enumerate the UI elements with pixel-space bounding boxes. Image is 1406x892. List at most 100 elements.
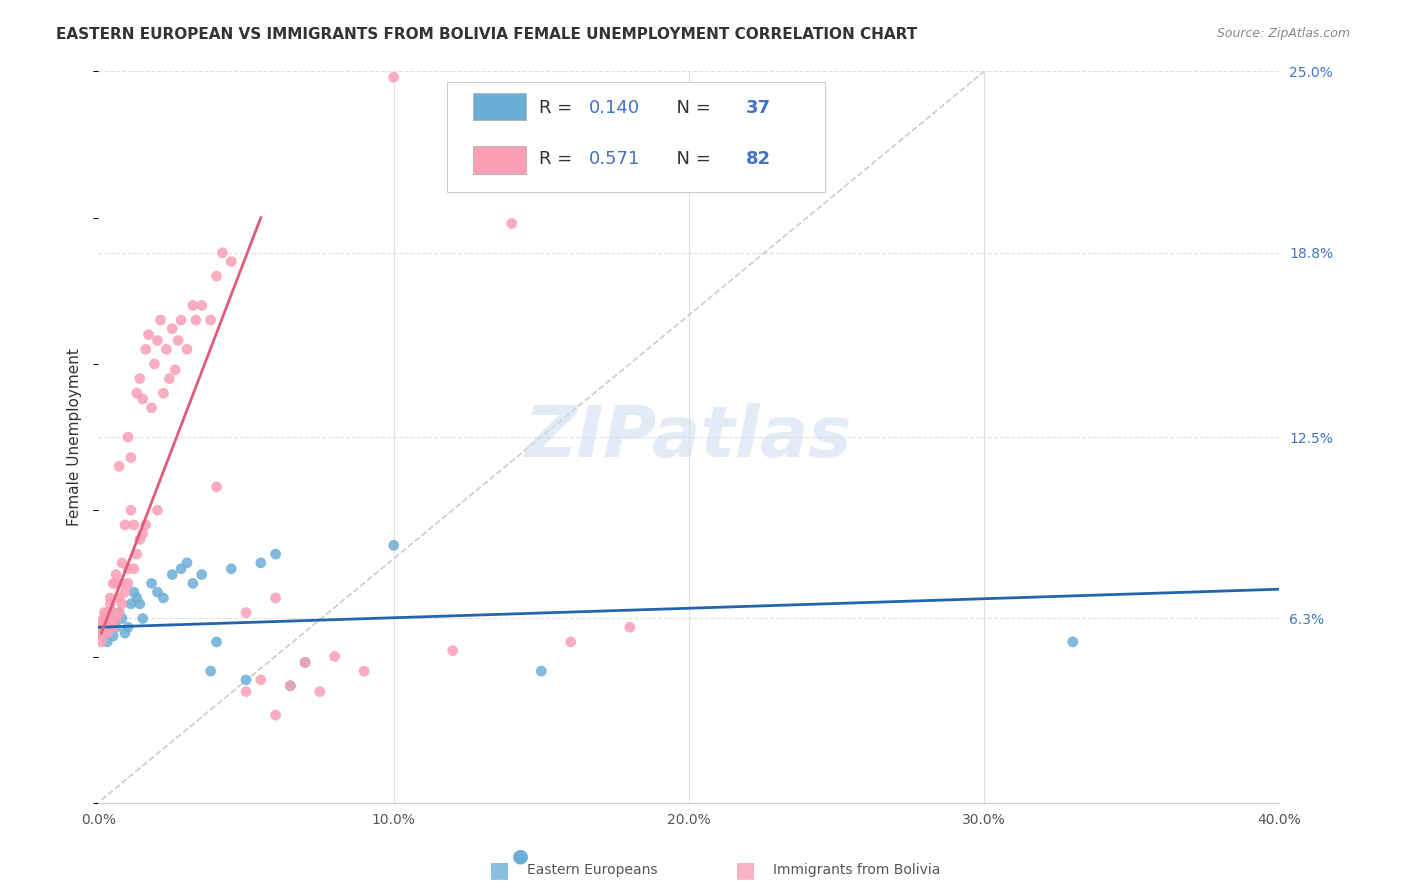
Point (103, 611, 125, 625)
Point (128, 371, 150, 385)
Point (200, 313, 222, 327)
Point (138, 327, 160, 342)
Point (146, 334, 169, 348)
Point (176, 556, 198, 570)
Point (125, 547, 148, 561)
Point (191, 298, 214, 312)
Point (111, 576, 134, 591)
Point (184, 313, 207, 327)
Point (135, 343, 157, 357)
Point (125, 591, 148, 605)
Point (114, 585, 136, 599)
Point (117, 430, 139, 444)
Point (93, 626, 115, 640)
Point (103, 620, 125, 634)
Point (111, 611, 134, 625)
Point (530, 664, 553, 678)
Point (90, 615, 112, 629)
FancyBboxPatch shape (472, 146, 526, 174)
Point (152, 591, 174, 605)
Point (120, 597, 142, 611)
Point (205, 269, 228, 284)
Y-axis label: Female Unemployment: Female Unemployment (67, 348, 83, 526)
Point (120, 450, 142, 465)
Point (205, 635, 228, 649)
Point (205, 480, 228, 494)
FancyBboxPatch shape (472, 93, 526, 120)
Text: Immigrants from Bolivia: Immigrants from Bolivia (773, 863, 941, 877)
Point (103, 606, 125, 620)
Point (1062, 635, 1084, 649)
Point (135, 517, 157, 532)
Point (120, 503, 142, 517)
Text: ■: ■ (735, 860, 755, 880)
Point (560, 635, 582, 649)
Point (250, 556, 273, 570)
Point (98, 597, 121, 611)
Point (141, 401, 163, 415)
Point (619, 620, 641, 634)
Point (122, 517, 145, 532)
Point (111, 597, 134, 611)
Point (143, 357, 166, 371)
Point (122, 585, 145, 599)
Point (117, 576, 139, 591)
Point (117, 620, 139, 634)
Text: 37: 37 (745, 99, 770, 117)
Point (264, 547, 287, 561)
FancyBboxPatch shape (447, 82, 825, 192)
Point (323, 649, 346, 664)
Point (103, 576, 125, 591)
Point (152, 386, 174, 401)
Point (98, 611, 121, 625)
Point (96, 626, 118, 640)
Point (105, 611, 128, 625)
Point (108, 591, 131, 605)
Point (211, 245, 233, 260)
Point (219, 562, 242, 576)
Point (93, 620, 115, 634)
Point (382, 70, 405, 85)
Point (90, 626, 112, 640)
Point (128, 533, 150, 547)
Point (117, 562, 139, 576)
Point (108, 606, 131, 620)
Point (278, 679, 302, 693)
Point (105, 611, 128, 625)
Point (98, 620, 121, 634)
Point (278, 679, 302, 693)
Point (264, 708, 287, 723)
Point (181, 298, 204, 312)
Point (105, 576, 128, 591)
Point (162, 567, 183, 582)
Text: 0.140: 0.140 (589, 99, 640, 117)
Point (103, 606, 125, 620)
Point (93, 606, 115, 620)
Point (108, 459, 131, 474)
Point (501, 217, 523, 231)
Point (114, 626, 136, 640)
Point (191, 567, 214, 582)
Text: R =: R = (538, 150, 578, 168)
Text: N =: N = (665, 99, 717, 117)
Point (96, 615, 118, 629)
Point (108, 606, 131, 620)
Point (219, 254, 242, 268)
Text: N =: N = (665, 150, 717, 168)
Text: ●: ● (512, 847, 529, 865)
Point (125, 386, 148, 401)
Point (294, 656, 316, 670)
Point (96, 635, 118, 649)
Point (167, 334, 190, 348)
Text: 82: 82 (745, 150, 770, 168)
Point (103, 629, 125, 643)
Point (149, 313, 172, 327)
Point (235, 606, 257, 620)
Point (111, 556, 134, 570)
Point (176, 343, 198, 357)
Point (90, 626, 112, 640)
Point (132, 392, 155, 406)
Text: 0.571: 0.571 (589, 150, 640, 168)
Text: EASTERN EUROPEAN VS IMMIGRANTS FROM BOLIVIA FEMALE UNEMPLOYMENT CORRELATION CHAR: EASTERN EUROPEAN VS IMMIGRANTS FROM BOLI… (56, 27, 918, 42)
Point (146, 585, 169, 599)
